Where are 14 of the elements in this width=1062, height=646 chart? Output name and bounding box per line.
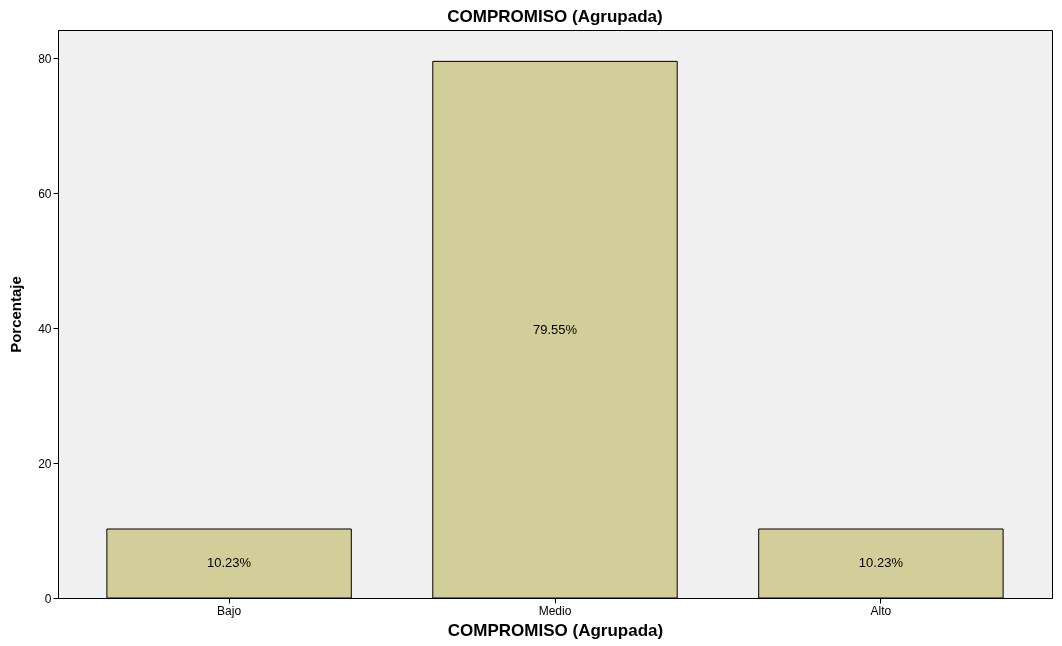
data-label: 10.23%: [207, 555, 252, 571]
y-tick-label: 60: [38, 186, 52, 201]
y-tick-label: 80: [38, 51, 52, 66]
x-tick-label: Medio: [538, 603, 572, 618]
y-tick-label: 0: [44, 591, 52, 606]
data-label: 10.23%: [858, 555, 904, 571]
y-axis-title: Porcentaje: [7, 276, 25, 353]
x-axis-title: COMPROMISO (Agrupada): [447, 620, 664, 640]
y-tick-label: 20: [38, 456, 52, 471]
x-tick-label: Alto: [870, 603, 892, 618]
chart-title: COMPROMISO (Agrupada): [447, 7, 663, 26]
x-tick-label: Bajo: [217, 603, 242, 618]
y-tick-label: 40: [38, 321, 52, 336]
data-label: 79.55%: [532, 321, 578, 337]
